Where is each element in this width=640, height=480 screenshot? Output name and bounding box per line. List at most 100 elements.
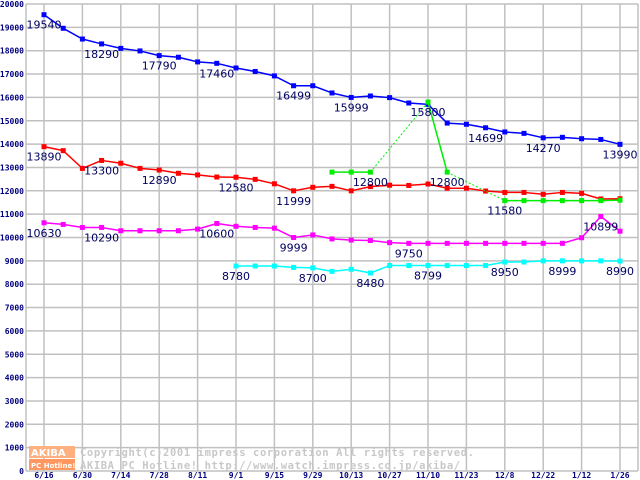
data-point xyxy=(137,228,143,234)
data-point xyxy=(79,224,85,230)
series-segment xyxy=(351,268,371,274)
data-point xyxy=(291,235,297,241)
data-point xyxy=(444,120,450,126)
data-point xyxy=(156,53,162,59)
series-segment xyxy=(197,174,217,178)
series-segment xyxy=(178,228,198,232)
data-label: 19540 xyxy=(27,19,62,32)
x-tick-label: 1/12 xyxy=(572,471,591,480)
series-segment xyxy=(101,226,121,232)
data-point xyxy=(540,135,546,141)
data-point xyxy=(137,48,143,54)
y-tick-label: 15000 xyxy=(0,117,24,126)
x-tick-label: 9/15 xyxy=(265,471,284,480)
series-segment xyxy=(274,75,294,87)
series-segment xyxy=(82,38,102,45)
series-segment xyxy=(255,178,275,185)
data-point xyxy=(425,99,431,105)
data-point xyxy=(252,68,258,74)
y-tick-label: 3000 xyxy=(5,397,24,406)
data-labels: 19540 18290 17790 17460 16499 15999 15800 14699… xyxy=(27,19,638,290)
series-segment xyxy=(312,85,333,94)
logo-top-text: AKIBA xyxy=(31,448,66,459)
data-point xyxy=(579,136,585,142)
data-point xyxy=(175,170,181,176)
y-tick-label: 11000 xyxy=(0,210,24,219)
data-label: 15999 xyxy=(334,101,369,114)
series-segment xyxy=(523,191,544,196)
data-point xyxy=(387,240,393,246)
x-tick-label: 8/11 xyxy=(188,471,207,480)
data-point xyxy=(310,83,316,89)
data-point xyxy=(195,59,201,65)
series-segment xyxy=(159,169,179,175)
y-tick-label: 9000 xyxy=(5,257,24,266)
series-segment xyxy=(389,96,410,104)
series-segment xyxy=(543,191,563,196)
series-segment xyxy=(446,171,506,202)
data-point xyxy=(387,182,393,188)
series-segment xyxy=(523,132,544,139)
copyright-text: Copyright(c)2001 impress corporation All… xyxy=(80,447,475,459)
series-segment xyxy=(235,176,256,181)
x-tick-label: 9/29 xyxy=(303,471,322,480)
site-url-text: AKIBA PC Hotline! http://www.watch.impre… xyxy=(80,460,461,472)
data-label: 17790 xyxy=(142,60,177,73)
data-point xyxy=(41,144,47,150)
series-segment xyxy=(312,267,333,273)
data-point xyxy=(617,228,623,234)
data-label: 8780 xyxy=(222,270,250,283)
data-point xyxy=(406,240,412,246)
data-point xyxy=(598,214,604,220)
series-lines xyxy=(41,12,623,276)
series-magenta xyxy=(41,214,623,246)
watermark: AKIBA PC Hotline! Copyright(c)2001 impre… xyxy=(29,446,475,472)
data-point xyxy=(521,189,527,195)
data-point xyxy=(41,220,47,226)
y-tick-label: 10000 xyxy=(0,234,24,243)
x-tick-label: 10/13 xyxy=(339,471,363,480)
data-point xyxy=(175,54,181,60)
series-segment xyxy=(408,183,429,187)
data-point xyxy=(367,169,373,175)
data-point xyxy=(617,141,623,147)
data-point xyxy=(252,176,258,182)
series-segment xyxy=(255,226,275,229)
data-point xyxy=(233,263,239,269)
data-point xyxy=(483,263,489,269)
data-point xyxy=(483,125,489,131)
data-point xyxy=(348,94,354,100)
series-blue xyxy=(41,12,623,147)
data-point xyxy=(214,174,220,180)
data-point xyxy=(310,232,316,238)
x-tick-label: 11/10 xyxy=(416,471,440,480)
data-label: 18290 xyxy=(84,48,119,61)
x-tick-label: 9/1 xyxy=(229,471,244,480)
grid xyxy=(25,3,639,472)
data-point xyxy=(79,165,85,171)
x-tick-label: 12/8 xyxy=(495,471,514,480)
data-point xyxy=(598,258,604,264)
logo-bottom-box xyxy=(29,459,75,470)
data-point xyxy=(348,188,354,194)
series-segment xyxy=(370,239,390,244)
data-point xyxy=(60,221,66,227)
logo-bottom-text: PC Hotline! xyxy=(31,462,75,470)
data-point xyxy=(559,189,565,195)
x-axis-ticks: 6/16 6/30 7/14 7/28 8/11 9/1 9/15 9/29 10/13 10/2… xyxy=(34,471,629,480)
data-point xyxy=(271,225,277,231)
y-tick-label: 8000 xyxy=(5,280,24,289)
y-tick-label: 20000 xyxy=(0,0,24,9)
series-segment xyxy=(466,187,486,192)
data-point xyxy=(348,266,354,272)
data-label: 10630 xyxy=(27,227,62,240)
data-point xyxy=(329,183,335,189)
series-segment xyxy=(101,43,121,50)
series-segment xyxy=(63,223,83,229)
data-point xyxy=(425,263,431,269)
series-cyan xyxy=(233,258,623,276)
data-point xyxy=(156,167,162,173)
series-segment xyxy=(485,261,505,267)
series-segment xyxy=(235,225,256,229)
